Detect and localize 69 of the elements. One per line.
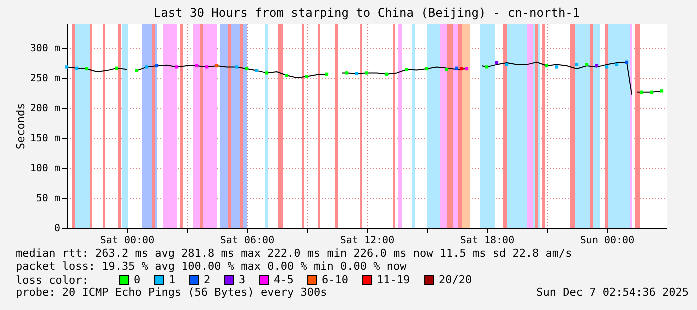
point [255,69,259,72]
point [605,66,609,69]
legend-label: 0 [134,274,141,287]
legend-label: 4-5 [274,274,294,287]
point [585,63,589,66]
point [545,64,549,68]
point [405,68,409,72]
legend-label: 2 [204,274,211,287]
point [155,64,159,68]
point [355,72,359,76]
point [285,74,289,78]
point [85,67,89,71]
point [485,66,489,69]
legend-label: 3 [239,274,246,287]
point [215,64,219,68]
legend-label: 20/20 [439,274,472,287]
legend-label: 6-10 [322,274,348,287]
point [115,66,119,70]
point [465,67,469,71]
text: median rtt: 263.2 ms avg 281.8 ms max 222.0 ms min 226.0 ms now 11.5 ms sd 22.8 am/s [16,247,572,260]
point [325,72,329,76]
text: probe: 20 ICMP Echo Pings (56 Bytes) every 300s [16,286,328,299]
point [65,66,69,69]
x-tick-label: Sat 18:00 [460,236,515,246]
y-tick-label: 200 m [30,104,60,114]
point [145,66,149,69]
text: packet loss: 19.35 % avg 100.00 % max 0.00 % min 0.00 % now [16,260,408,273]
point [365,72,369,75]
point [305,75,309,78]
point [205,66,209,69]
chart-title: Last 30 Hours from starping to China (Beijing) - cn-north-1 [154,6,580,20]
point [175,66,179,69]
point [650,90,654,94]
point [505,63,509,66]
point [195,64,199,68]
x-tick-label: Sat 00:00 [100,236,155,246]
point [460,67,464,71]
point [625,60,629,64]
x-tick-label: Sat 12:00 [340,236,395,246]
point [660,90,664,93]
point [425,67,429,71]
y-axis-title: Seconds [14,103,28,150]
point [555,66,559,69]
legend-label: 11-19 [377,274,410,287]
point [245,67,249,71]
y-tick-label: 0 [54,224,60,234]
point [135,69,139,72]
point [235,66,239,69]
point [265,72,269,75]
point [345,72,349,75]
point [640,90,644,94]
point [445,68,449,72]
legend-title: loss color: [16,274,89,287]
y-tick-label: 50 m [36,194,60,204]
x-tick-label: Sat 06:00 [220,236,275,246]
point [595,64,599,68]
point [615,63,619,66]
point [575,63,579,66]
y-tick-label: 250 m [30,74,60,84]
y-tick-label: 100 m [30,164,60,174]
point [75,66,79,70]
text: Sun Dec 7 02:54:36 2025 [536,286,689,299]
point [495,61,499,65]
y-tick-label: 300 m [30,44,60,54]
x-tick-label: Sun 00:00 [580,236,635,246]
point [455,66,459,70]
y-tick-label: 150 m [30,134,60,144]
legend-label: 1 [169,274,176,287]
point [385,72,389,76]
